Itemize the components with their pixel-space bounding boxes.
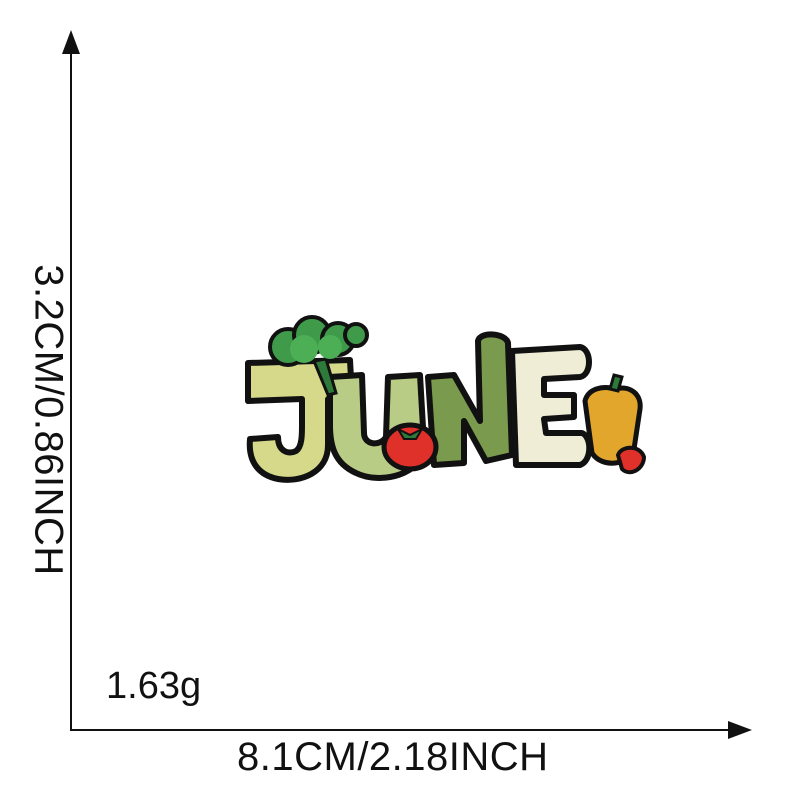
right-arrow-icon <box>728 721 752 739</box>
broccoli-stem <box>311 357 338 397</box>
letter-n <box>425 331 515 468</box>
broccoli-icon <box>268 315 369 367</box>
chili-icon <box>615 445 647 475</box>
weight-measurement: 1.63g <box>106 665 202 707</box>
tomato-icon <box>381 422 439 472</box>
width-measurement: 8.1CM/2.18INCH <box>237 735 549 779</box>
up-arrow-icon <box>62 30 80 54</box>
letter-e <box>509 344 593 468</box>
june-embroidered-patch <box>245 315 647 483</box>
pepper-icon <box>582 373 643 466</box>
height-measurement: 3.2CM/0.86INCH <box>26 264 71 576</box>
